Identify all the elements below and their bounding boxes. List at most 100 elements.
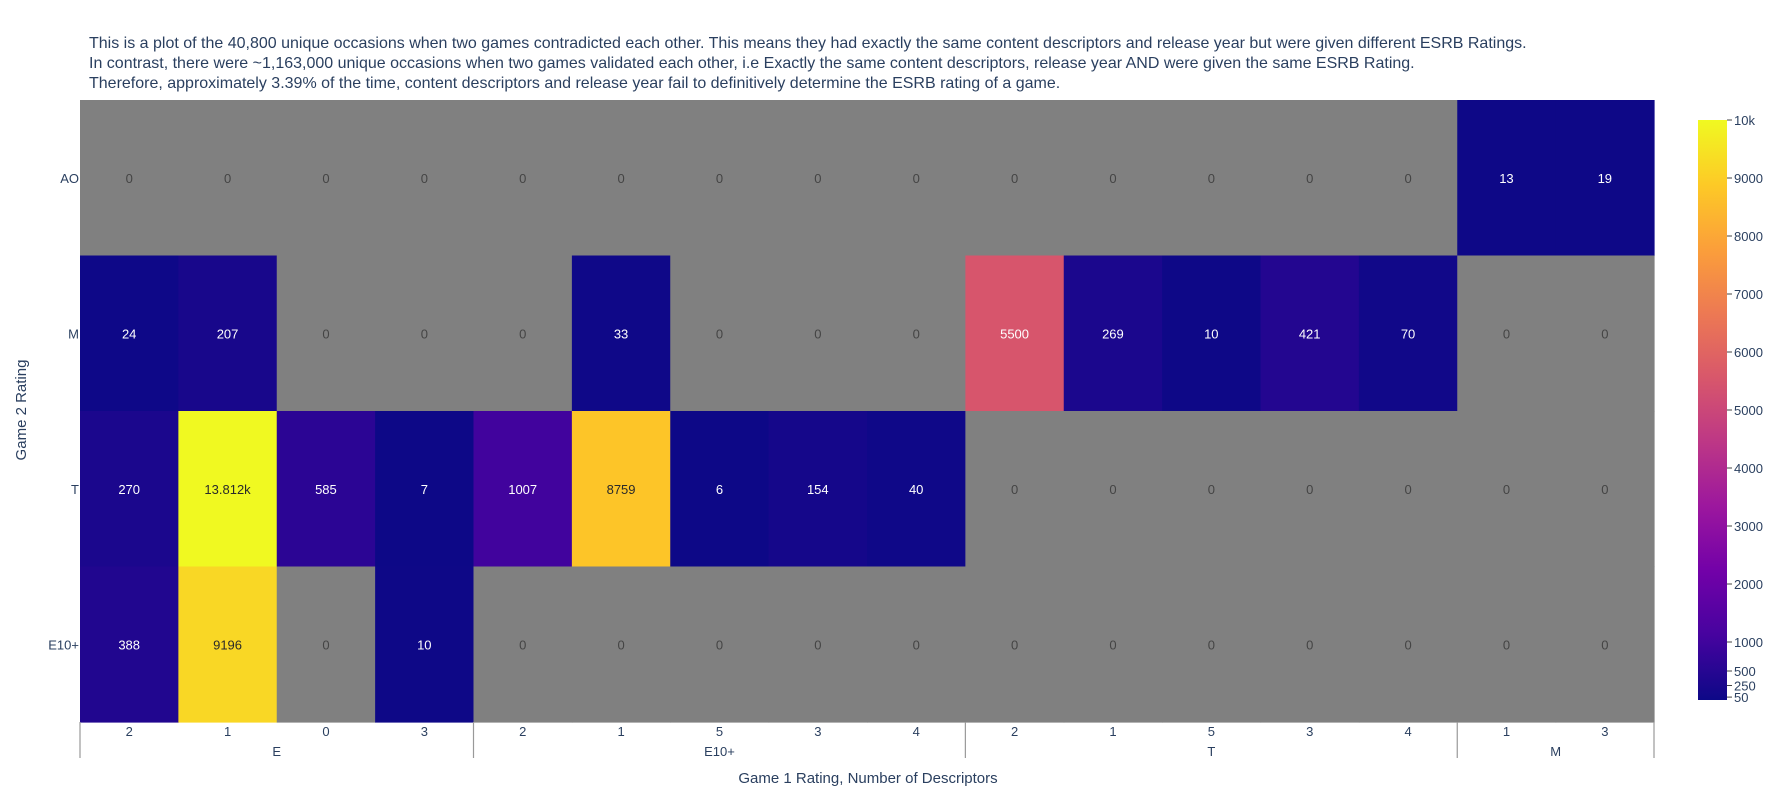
title-line-3: Therefore, approximately 3.39% of the ti… bbox=[89, 75, 1061, 92]
y-tick-label: M bbox=[68, 326, 79, 341]
x-tick-label: 2 bbox=[519, 724, 526, 739]
heatmap-cell bbox=[867, 411, 966, 568]
cell-value-label: 0 bbox=[1601, 637, 1608, 652]
heatmap-cell bbox=[867, 255, 966, 412]
colorbar-gradient bbox=[1698, 120, 1727, 700]
colorbar-tick-label: 10k bbox=[1734, 113, 1755, 128]
heatmap-cell bbox=[375, 566, 475, 723]
cell-value-label: 6 bbox=[716, 482, 723, 497]
cell-value-label: 0 bbox=[1208, 482, 1215, 497]
heatmap-cell bbox=[1063, 255, 1163, 412]
heatmap-cell bbox=[768, 100, 868, 257]
x-group-label: M bbox=[1550, 744, 1561, 759]
colorbar-tick-label: 2000 bbox=[1734, 577, 1763, 592]
heatmap-cell bbox=[178, 566, 278, 723]
x-tick-label: 3 bbox=[421, 724, 428, 739]
x-tick-label: 2 bbox=[1011, 724, 1018, 739]
cell-value-label: 0 bbox=[617, 637, 624, 652]
colorbar-tick-label: 250 bbox=[1734, 679, 1756, 694]
heatmap-cell bbox=[1162, 566, 1262, 723]
heatmap-cell bbox=[1063, 411, 1163, 568]
cell-value-label: 0 bbox=[1011, 171, 1018, 186]
heatmap-cell bbox=[867, 100, 966, 257]
cell-value-label: 24 bbox=[122, 326, 136, 341]
cell-value-label: 0 bbox=[814, 637, 821, 652]
cell-value-label: 0 bbox=[421, 171, 428, 186]
heatmap-cell bbox=[276, 411, 376, 568]
chart-title: This is a plot of the 40,800 unique occa… bbox=[89, 34, 1527, 94]
x-tick-label: 5 bbox=[716, 724, 723, 739]
cell-value-label: 0 bbox=[1109, 637, 1116, 652]
heatmap-cell bbox=[375, 411, 475, 568]
cell-value-label: 0 bbox=[1306, 482, 1313, 497]
colorbar-tick-label: 7000 bbox=[1734, 287, 1763, 302]
x-tick-label: 1 bbox=[224, 724, 231, 739]
y-tick-label: T bbox=[71, 482, 79, 497]
heatmap-cell bbox=[867, 566, 966, 723]
title-line-2: In contrast, there were ~1,163,000 uniqu… bbox=[89, 55, 1415, 72]
cell-value-label: 0 bbox=[322, 637, 329, 652]
cell-value-label: 0 bbox=[519, 171, 526, 186]
heatmap-cell bbox=[670, 255, 770, 412]
heatmap-cell bbox=[571, 255, 671, 412]
cell-value-label: 0 bbox=[1503, 326, 1510, 341]
heatmap-cell bbox=[80, 566, 179, 723]
heatmap-cell bbox=[965, 255, 1065, 412]
x-axis-ticks: 2 1 0 3 E 2 1 5 3 4 E10+ 2 1 5 3 4 T 1 3 M bbox=[79, 722, 1655, 759]
heatmap-cell bbox=[571, 566, 671, 723]
heatmap-cell bbox=[1260, 566, 1360, 723]
heatmap-cell bbox=[375, 255, 475, 412]
cell-value-label: 0 bbox=[1404, 637, 1411, 652]
cell-value-label: 421 bbox=[1299, 326, 1321, 341]
heatmap-cell bbox=[768, 255, 868, 412]
cell-value-label: 154 bbox=[807, 482, 829, 497]
heatmap-cell bbox=[768, 411, 868, 568]
y-axis-ticks: AO M T E10+ bbox=[48, 171, 79, 653]
cell-value-label: 10 bbox=[417, 637, 431, 652]
x-tick-label: 3 bbox=[1306, 724, 1313, 739]
colorbar-tick-label: 3000 bbox=[1734, 519, 1763, 534]
heatmap-cell bbox=[1063, 100, 1163, 257]
cell-value-label: 0 bbox=[814, 326, 821, 341]
heatmap-cell bbox=[1457, 255, 1557, 412]
heatmap-cell bbox=[1162, 411, 1262, 568]
heatmap-cell bbox=[1358, 100, 1458, 257]
cell-value-label: 13.812k bbox=[204, 482, 251, 497]
heatmap-cell bbox=[473, 255, 573, 412]
heatmap-cell bbox=[276, 100, 376, 257]
heatmap-cells bbox=[80, 100, 1655, 723]
cell-value-label: 270 bbox=[118, 482, 140, 497]
heatmap-cell bbox=[670, 100, 770, 257]
cell-value-label: 0 bbox=[1404, 171, 1411, 186]
heatmap-cell bbox=[965, 100, 1065, 257]
colorbar-tick-label: 6000 bbox=[1734, 345, 1763, 360]
cell-value-label: 0 bbox=[1208, 171, 1215, 186]
cell-value-label: 19 bbox=[1598, 171, 1612, 186]
x-group-label: T bbox=[1207, 744, 1215, 759]
cell-value-label: 0 bbox=[716, 171, 723, 186]
heatmap-cell bbox=[1358, 411, 1458, 568]
cell-value-label: 0 bbox=[814, 171, 821, 186]
colorbar-tick-label: 8000 bbox=[1734, 229, 1763, 244]
heatmap-cell bbox=[1162, 100, 1262, 257]
cell-value-label: 388 bbox=[118, 637, 140, 652]
cell-value-label: 40 bbox=[909, 482, 923, 497]
cell-value-label: 0 bbox=[1208, 637, 1215, 652]
cell-value-label: 585 bbox=[315, 482, 337, 497]
heatmap-cell bbox=[1457, 566, 1557, 723]
heatmap-cell bbox=[1457, 411, 1557, 568]
cell-value-label: 0 bbox=[126, 171, 133, 186]
heatmap-cell-labels: 0 0 0 0 0 0 0 0 0 0 0 0 0 0 13 19 24 207 0 0 0 33 0 0 0 5500 269 10… bbox=[118, 171, 1612, 653]
cell-value-label: 5500 bbox=[1000, 326, 1029, 341]
x-tick-label: 1 bbox=[1109, 724, 1116, 739]
cell-value-label: 0 bbox=[716, 637, 723, 652]
heatmap-cell bbox=[1555, 255, 1655, 412]
colorbar-tick-label: 1000 bbox=[1734, 635, 1763, 650]
heatmap-cell bbox=[1555, 411, 1655, 568]
cell-value-label: 0 bbox=[1011, 637, 1018, 652]
colorbar-tick-label: 4000 bbox=[1734, 461, 1763, 476]
cell-value-label: 0 bbox=[1503, 637, 1510, 652]
heatmap-cell bbox=[276, 566, 376, 723]
cell-value-label: 0 bbox=[913, 637, 920, 652]
cell-value-label: 10 bbox=[1204, 326, 1218, 341]
